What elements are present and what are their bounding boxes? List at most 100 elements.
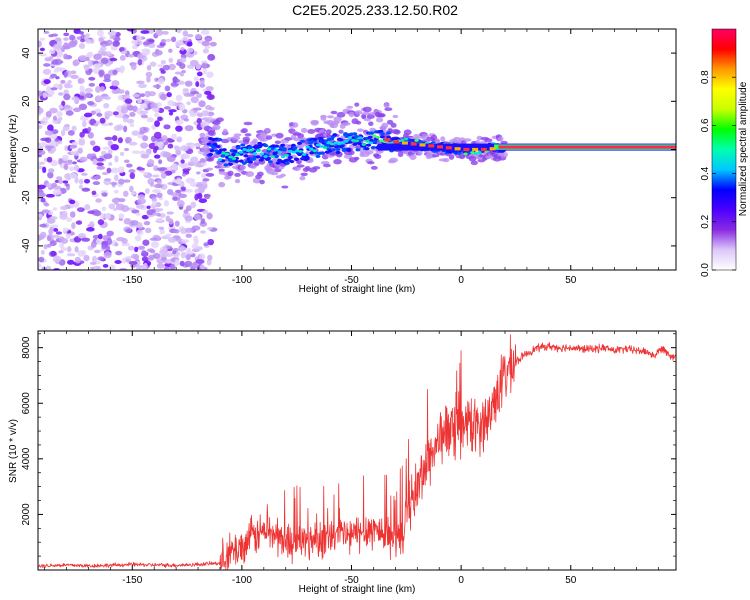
x-tick-label: 0 xyxy=(458,575,464,586)
signal-core xyxy=(309,151,315,155)
colorbar-tick-label: 0.2 xyxy=(700,214,711,228)
noise-blob xyxy=(88,76,96,81)
noise-blob xyxy=(62,125,70,131)
signal-halo xyxy=(390,122,397,128)
signal-core xyxy=(297,141,303,145)
noise-blob xyxy=(95,198,102,203)
noise-blob xyxy=(179,72,184,77)
signal-halo xyxy=(222,128,228,135)
noise-blob xyxy=(101,192,108,197)
noise-blob xyxy=(118,213,125,219)
signal-highlight xyxy=(319,145,324,148)
noise-blob xyxy=(38,213,43,218)
signal-highlight xyxy=(403,137,409,141)
signal-highlight xyxy=(273,148,279,152)
signal-halo xyxy=(413,133,420,138)
signal-halo xyxy=(242,136,251,143)
noise-blob xyxy=(90,241,97,248)
noise-blob xyxy=(42,166,47,173)
noise-blob xyxy=(119,55,126,61)
noise-blob xyxy=(183,118,190,122)
noise-blob xyxy=(112,69,118,75)
signal-halo xyxy=(270,172,279,176)
noise-blob xyxy=(114,174,119,182)
noise-blob xyxy=(70,150,77,155)
noise-blob xyxy=(168,57,174,63)
noise-blob xyxy=(181,154,191,160)
noise-blob xyxy=(162,64,170,71)
noise-blob xyxy=(50,87,58,91)
noise-blob xyxy=(136,167,146,171)
noise-blob xyxy=(160,38,167,44)
noise-blob xyxy=(180,145,189,152)
signal-halo xyxy=(252,177,261,184)
noise-blob xyxy=(114,242,119,247)
noise-blob xyxy=(189,59,199,67)
noise-blob xyxy=(48,228,54,235)
signal-highlight xyxy=(473,152,479,155)
noise-blob xyxy=(204,194,210,200)
noise-blob xyxy=(174,71,182,75)
noise-blob xyxy=(130,63,137,71)
noise-blob xyxy=(160,70,166,74)
signal-halo xyxy=(252,138,258,144)
noise-blob xyxy=(108,122,113,126)
snr-line xyxy=(38,334,676,570)
noise-blob xyxy=(142,171,148,176)
noise-blob xyxy=(147,177,155,185)
noise-blob xyxy=(79,85,85,93)
signal-highlight xyxy=(242,147,247,151)
signal-core xyxy=(346,147,352,151)
noise-blob xyxy=(98,37,104,42)
noise-blob xyxy=(85,56,90,62)
noise-blob xyxy=(81,187,91,192)
signal-halo xyxy=(497,136,504,142)
signal-halo xyxy=(296,164,305,168)
noise-blob xyxy=(193,235,199,242)
signal-halo xyxy=(383,102,390,109)
noise-blob xyxy=(46,156,53,163)
noise-blob xyxy=(160,172,167,179)
signal-halo xyxy=(260,133,268,138)
noise-blob xyxy=(179,246,187,252)
signal-halo xyxy=(377,113,385,118)
noise-blob xyxy=(92,145,101,152)
noise-blob xyxy=(156,217,164,223)
noise-blob xyxy=(95,95,104,102)
noise-blob xyxy=(58,236,65,242)
noise-blob xyxy=(123,147,130,152)
noise-blob xyxy=(123,125,128,133)
noise-blob xyxy=(163,124,171,130)
signal-halo xyxy=(299,176,306,181)
noise-blob xyxy=(47,124,54,132)
noise-blob xyxy=(52,207,58,211)
noise-blob xyxy=(131,150,141,154)
noise-blob xyxy=(118,198,126,203)
signal-core xyxy=(353,135,359,139)
noise-blob xyxy=(137,98,143,104)
x-tick-label: 0 xyxy=(458,275,464,286)
signal-highlight xyxy=(305,145,310,149)
signal-core xyxy=(235,146,241,150)
signal-core xyxy=(300,139,306,143)
signal-highlight xyxy=(252,152,258,155)
noise-blob xyxy=(129,185,134,193)
noise-blob xyxy=(179,57,187,63)
signal-core xyxy=(290,143,296,147)
noise-blob xyxy=(136,229,144,236)
noise-blob xyxy=(57,92,64,96)
carrier-dash xyxy=(463,147,470,152)
y-tick-label: 40 xyxy=(21,47,32,59)
y-tick-label: 20 xyxy=(21,95,32,107)
noise-blob xyxy=(63,37,69,41)
noise-blob xyxy=(86,227,95,232)
noise-blob xyxy=(89,261,97,265)
noise-blob xyxy=(193,76,200,82)
noise-blob xyxy=(103,78,112,83)
noise-blob xyxy=(95,238,103,245)
noise-blob xyxy=(91,176,98,180)
noise-blob xyxy=(168,109,177,113)
signal-highlight xyxy=(287,149,293,153)
noise-blob xyxy=(47,171,54,179)
noise-blob xyxy=(167,99,174,107)
